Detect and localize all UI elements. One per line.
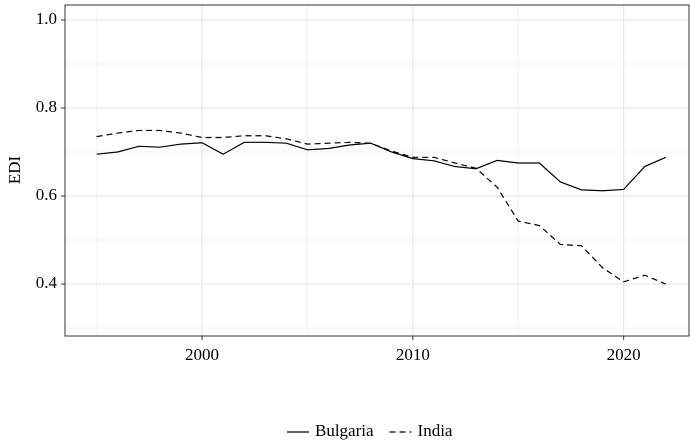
line [96,129,667,285]
y-tick-label: 1.0 [36,9,57,28]
plot-border [64,4,690,337]
y-tick-label: 0.4 [36,273,58,292]
legend-label: India [418,421,453,440]
line [96,141,667,192]
y-tick-label: 0.8 [36,97,57,116]
legend-label: Bulgaria [315,421,374,440]
y-axis-label: EDI [5,156,24,185]
x-tick-label: 2010 [396,345,430,364]
x-tick-label: 2020 [607,345,641,364]
y-tick-label: 0.6 [36,185,57,204]
x-tick-label: 2000 [185,345,219,364]
